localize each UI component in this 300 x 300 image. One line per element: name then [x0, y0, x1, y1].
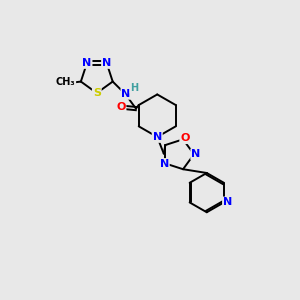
Text: N: N	[223, 197, 232, 207]
Text: N: N	[102, 58, 111, 68]
Text: O: O	[180, 133, 190, 143]
Text: N: N	[191, 149, 200, 159]
Text: N: N	[121, 89, 130, 99]
Text: N: N	[82, 58, 92, 68]
Text: CH₃: CH₃	[56, 77, 75, 88]
Text: N: N	[153, 132, 162, 142]
Text: H: H	[130, 83, 138, 93]
Text: O: O	[116, 102, 125, 112]
Text: S: S	[93, 88, 101, 98]
Text: N: N	[160, 159, 169, 169]
